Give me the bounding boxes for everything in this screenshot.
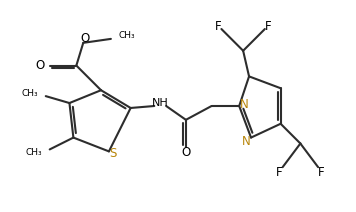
Text: F: F: [215, 20, 222, 33]
Text: F: F: [318, 166, 324, 179]
Text: N: N: [242, 135, 251, 148]
Text: F: F: [265, 20, 271, 33]
Text: NH: NH: [152, 98, 169, 108]
Text: CH₃: CH₃: [21, 89, 38, 98]
Text: S: S: [109, 147, 116, 160]
Text: O: O: [36, 59, 45, 72]
Text: N: N: [240, 98, 248, 110]
Text: CH₃: CH₃: [25, 148, 42, 157]
Text: O: O: [80, 32, 90, 45]
Text: CH₃: CH₃: [119, 31, 135, 40]
Text: O: O: [181, 146, 190, 159]
Text: F: F: [276, 166, 283, 179]
